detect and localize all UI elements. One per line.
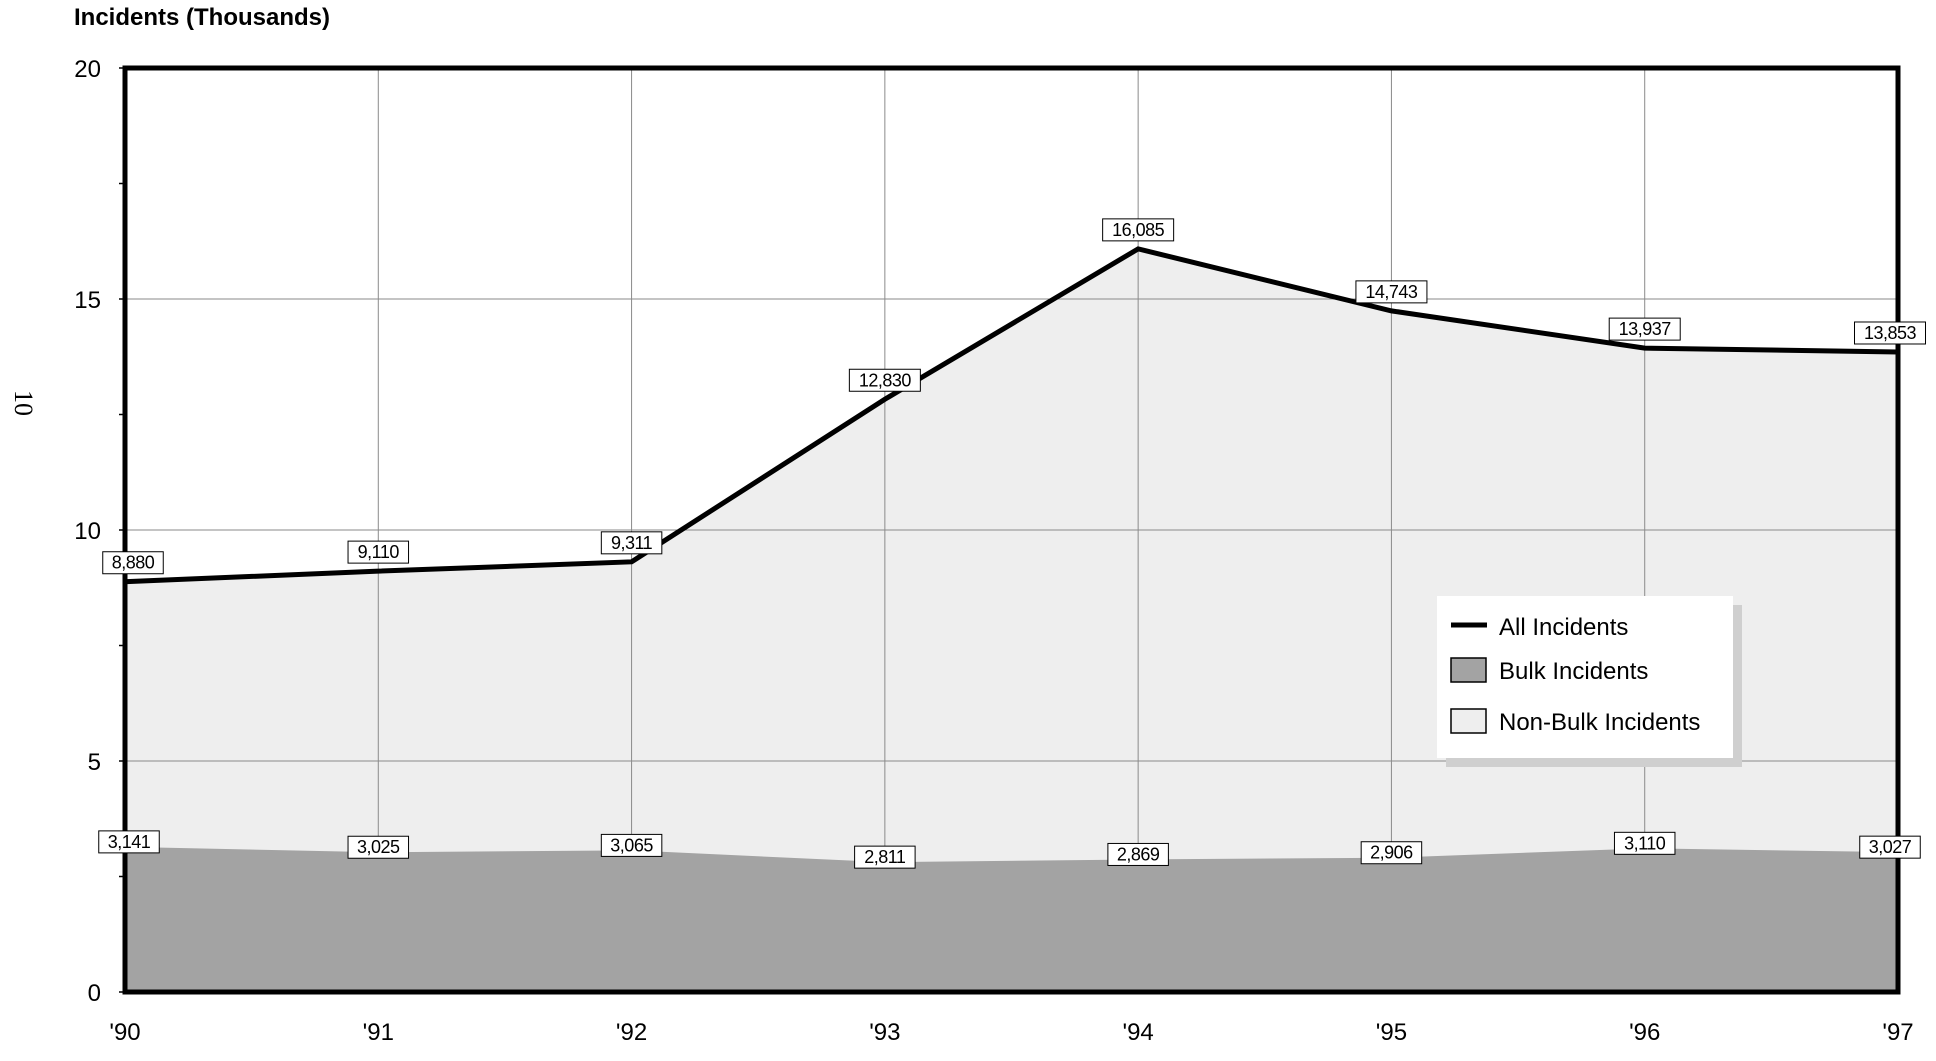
data-label-text: 2,906 [1370, 843, 1413, 863]
x-tick-label: '96 [1629, 1019, 1660, 1046]
bulk-incidents-data-label: 3,110 [1613, 831, 1676, 855]
y-tick-label: 5 [88, 749, 101, 776]
data-label-text: 14,743 [1365, 282, 1418, 302]
non-bulk-area [125, 248, 1898, 993]
x-tick-label: '97 [1882, 1019, 1913, 1046]
y-axis-title: Incidents (Thousands) [74, 4, 331, 31]
legend-label: Non-Bulk Incidents [1499, 709, 1700, 736]
data-label-box [1360, 841, 1423, 865]
data-label-text: 8,880 [112, 553, 155, 573]
x-tick-label: '93 [869, 1019, 900, 1046]
all-incidents-data-label: 13,853 [1854, 321, 1926, 345]
all-incidents-data-label: 8,880 [102, 551, 164, 575]
data-label-text: 13,937 [1619, 319, 1672, 339]
bulk-incidents-data-label: 2,906 [1360, 841, 1423, 865]
legend-swatch-non-bulk [1450, 708, 1487, 734]
x-tick-label: '95 [1376, 1019, 1407, 1046]
x-tick-label: '91 [363, 1019, 394, 1046]
bulk-incidents-data-label: 3,027 [1859, 835, 1921, 859]
data-label-box [1102, 218, 1175, 242]
data-label-text: 3,110 [1624, 833, 1666, 853]
all-incidents-data-label: 9,311 [600, 531, 663, 555]
data-label-box [1608, 317, 1681, 341]
data-label-text: 3,065 [610, 835, 653, 855]
legend-label: Bulk Incidents [1499, 658, 1648, 685]
data-label-text: 9,110 [358, 542, 400, 562]
data-label-box [1107, 842, 1169, 866]
data-label-box [600, 833, 663, 857]
legend-label: All Incidents [1499, 614, 1628, 641]
data-label-text: 16,085 [1112, 220, 1165, 240]
all-incidents-data-label: 16,085 [1102, 218, 1175, 242]
y-tick-label: 0 [88, 980, 101, 1007]
bulk-incidents-data-label: 2,869 [1107, 842, 1169, 866]
bulk-incidents-data-label: 3,025 [347, 835, 410, 859]
data-label-box [347, 540, 410, 564]
plot-frame [122, 65, 1901, 995]
y-tick-labels: 0 5 10 15 20 [74, 56, 101, 1007]
data-label-box [347, 835, 410, 859]
y-tick-label: 10 [74, 518, 101, 545]
data-label-text: 3,141 [108, 832, 151, 852]
data-label-text: 9,311 [611, 533, 653, 553]
all-incidents-data-label: 12,830 [848, 368, 921, 392]
legend-swatch-bulk [1450, 657, 1487, 683]
bulk-incidents-data-label: 3,065 [600, 833, 663, 857]
data-label-text: 13,853 [1864, 323, 1917, 343]
x-tick-label: '94 [1123, 1019, 1154, 1046]
bulk-area [125, 846, 1898, 992]
x-tick-labels: '90 '91 '92 '93 '94 '95 '96 '97 [109, 1019, 1913, 1046]
all-incidents-data-label: 13,937 [1608, 317, 1681, 341]
all-incidents-line [124, 246, 1899, 585]
legend: All Incidents Bulk Incidents Non-Bulk Inci… [1437, 596, 1742, 767]
y-tick-label: 15 [74, 287, 101, 314]
x-tick-label: '92 [616, 1019, 647, 1046]
data-label-box [600, 531, 663, 555]
data-label-box [1613, 831, 1676, 855]
data-label-box [1854, 321, 1926, 345]
data-label-text: 12,830 [859, 370, 912, 390]
x-tick-label: '90 [109, 1019, 140, 1046]
all-incidents-data-label: 9,110 [347, 540, 410, 564]
data-label-box [848, 368, 921, 392]
data-label-box [854, 845, 916, 869]
y-tick-label: 20 [74, 56, 101, 83]
bulk-incidents-data-label: 3,141 [98, 830, 160, 854]
data-label-box [1859, 835, 1921, 859]
data-label-text: 2,869 [1117, 844, 1160, 864]
bulk-incidents-data-label: 2,811 [854, 845, 916, 869]
data-label-text: 3,027 [1869, 837, 1912, 857]
data-label-box [102, 551, 164, 575]
data-label-text: 3,025 [357, 837, 400, 857]
data-label-box [1355, 280, 1428, 304]
data-label-box [98, 830, 160, 854]
all-incidents-data-label: 14,743 [1355, 280, 1428, 304]
data-label-text: 2,811 [864, 847, 906, 867]
